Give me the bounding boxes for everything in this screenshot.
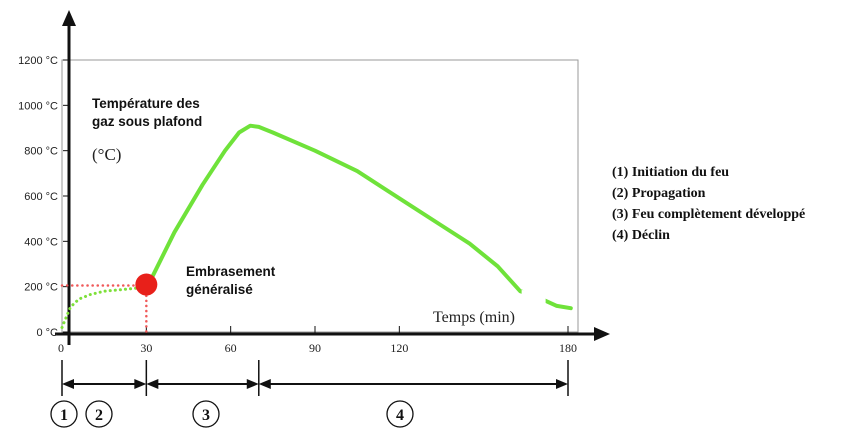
x-tick-label: 0 <box>58 341 64 355</box>
y-axis-arrow <box>62 10 76 26</box>
x-axis-label: Temps (min) <box>433 309 515 326</box>
x-tick-label: 60 <box>225 341 237 355</box>
phase-number-circle <box>85 400 113 428</box>
y-tick-label: 400 °C <box>24 236 58 248</box>
arrowhead <box>258 379 271 389</box>
phase-number-label: 1 <box>60 407 68 424</box>
y-tick-label: 0 °C <box>36 327 58 339</box>
arrowhead <box>556 379 568 389</box>
y-axis-label: Température des gaz sous plafond <box>92 96 202 129</box>
phase-number-label: 3 <box>202 407 210 424</box>
phase-number-label: 2 <box>95 407 103 424</box>
x-tick-label: 30 <box>140 341 152 355</box>
arrowhead <box>246 379 259 389</box>
flashover-label: Embrasement généralisé <box>186 264 276 297</box>
x-tick-label: 90 <box>309 341 321 355</box>
temperature-curve <box>147 123 573 311</box>
x-tick-label: 180 <box>559 341 577 355</box>
phase-number-circle <box>192 400 220 428</box>
phase-number-label: 4 <box>396 407 404 424</box>
phase-number-circle <box>386 400 414 428</box>
flashover-label-line: Embrasement <box>186 264 276 279</box>
arrowhead <box>134 379 147 389</box>
y-tick-label: 800 °C <box>24 146 58 158</box>
y-tick-label: 200 °C <box>24 282 58 294</box>
y-tick-label: 1000 °C <box>18 100 58 112</box>
y-tick-label: 600 °C <box>24 191 58 203</box>
phase-legend: (1) Initiation du feu (2) Propagation (3… <box>612 162 805 246</box>
flashover-marker <box>135 273 158 296</box>
arrowhead <box>62 379 74 389</box>
curve-gap <box>521 290 546 307</box>
legend-item: (2) Propagation <box>612 186 706 201</box>
pre-flashover-curve <box>60 284 151 329</box>
x-axis-arrow <box>594 327 610 341</box>
x-tick-label: 120 <box>390 341 408 355</box>
y-axis-label-line: gaz sous plafond <box>92 114 202 129</box>
flashover-label-line: généralisé <box>186 282 253 297</box>
phase-number-circle <box>50 400 78 428</box>
plot-frame <box>61 59 579 333</box>
legend-item: (4) Déclin <box>612 228 670 243</box>
legend-item: (1) Initiation du feu <box>612 165 730 180</box>
legend-item: (3) Feu complètement développé <box>612 207 806 222</box>
y-axis-unit: (°C) <box>92 145 121 164</box>
y-tick-label: 1200 °C <box>18 55 58 67</box>
arrowhead <box>146 379 159 389</box>
y-axis-label-line: Température des <box>92 96 200 111</box>
